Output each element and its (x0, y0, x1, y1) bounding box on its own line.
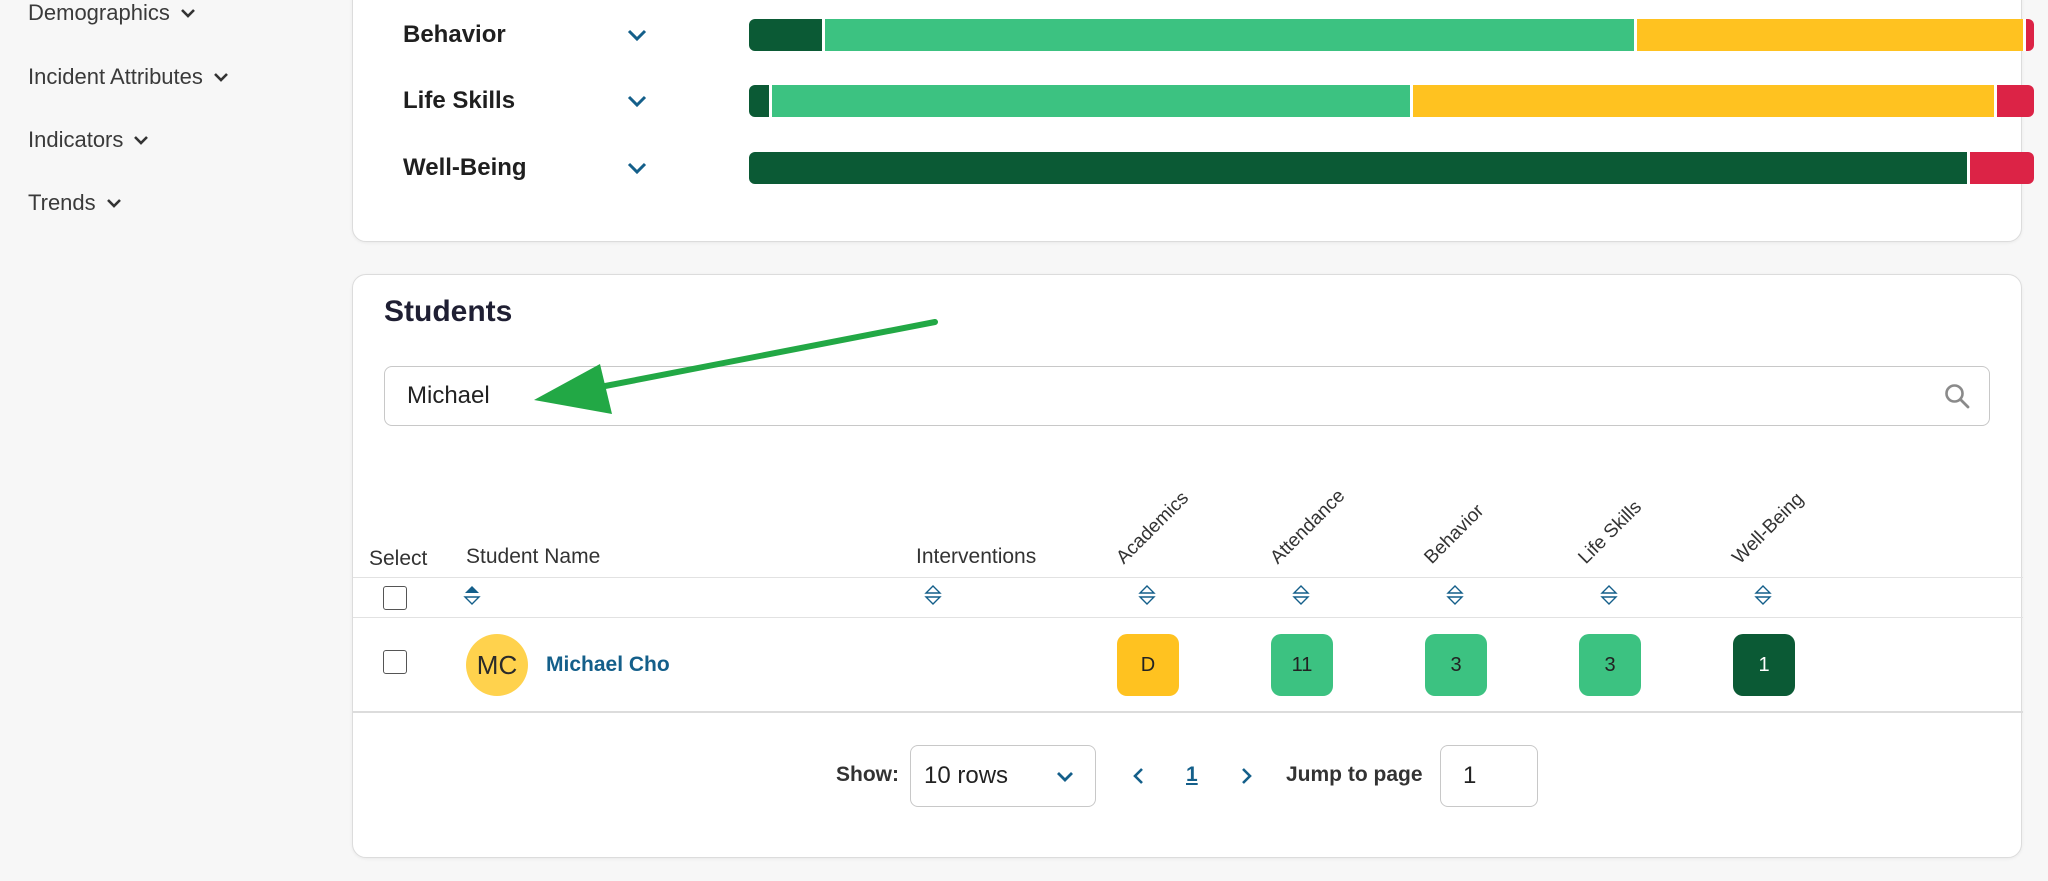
bar-segment (749, 152, 1967, 184)
column-header-student-name: Student Name (466, 545, 601, 568)
attendance-badge[interactable]: 11 (1271, 634, 1333, 696)
bar-segment (769, 85, 1411, 117)
sort-icon[interactable] (1754, 584, 1772, 606)
sort-icon[interactable] (1600, 584, 1618, 606)
page-number-current[interactable]: 1 (1186, 763, 1198, 786)
academics-badge[interactable]: D (1117, 634, 1179, 696)
search-icon[interactable] (1943, 382, 1971, 410)
sort-icon[interactable] (1292, 584, 1310, 606)
chevron-down-icon (180, 9, 195, 18)
bar-segment (821, 19, 1634, 51)
select-all-checkbox[interactable] (383, 586, 407, 610)
show-rows-label: Show: (836, 763, 899, 786)
students-card: Students Select Student Name Interventio… (352, 274, 2023, 858)
summary-row-life-skills: Life Skills (403, 85, 2034, 117)
chevron-down-icon (134, 136, 149, 145)
student-search (384, 366, 1990, 426)
header-divider (353, 577, 2023, 578)
students-title: Students (384, 295, 513, 328)
column-header-interventions: Interventions (916, 545, 1037, 568)
sort-ascending-icon[interactable] (463, 584, 481, 606)
academics-value: D (1140, 653, 1156, 676)
column-header-academics: Academics (1112, 487, 1193, 569)
chevron-down-icon[interactable] (623, 21, 651, 49)
bar-segment (1966, 152, 2034, 184)
behavior-value: 3 (1450, 653, 1462, 676)
column-header-behavior: Behavior (1420, 500, 1489, 569)
sidebar-item-demographics[interactable]: Demographics (28, 0, 198, 26)
life-skills-value: 3 (1604, 653, 1616, 676)
summary-card: Behavior Life Skills Well-Being (352, 0, 2034, 242)
bar-segment (749, 19, 822, 51)
row-divider (353, 617, 2023, 618)
chevron-down-icon (213, 73, 228, 82)
table-footer-divider (353, 711, 2023, 713)
bar-segment (1633, 19, 2024, 51)
student-name-link[interactable]: Michael Cho (546, 653, 670, 676)
summary-row-well-being: Well-Being (403, 152, 2034, 184)
column-header-attendance: Attendance (1266, 485, 1350, 569)
summary-row-label: Well-Being (403, 154, 527, 181)
avatar-initials: MC (476, 649, 518, 680)
well-being-badge[interactable]: 1 (1733, 634, 1795, 696)
avatar: MC (466, 634, 528, 696)
summary-row-label: Life Skills (403, 87, 516, 114)
sort-icon[interactable] (1138, 584, 1156, 606)
jump-to-page-label: Jump to page (1286, 763, 1423, 786)
sidebar-item-indicators[interactable]: Indicators (28, 127, 151, 153)
stacked-bar (749, 19, 2034, 51)
search-input[interactable] (407, 367, 1907, 424)
previous-page-button[interactable] (1128, 765, 1150, 787)
stacked-bar (749, 85, 2034, 117)
jump-to-page-input[interactable] (1440, 745, 1538, 807)
behavior-badge[interactable]: 3 (1425, 634, 1487, 696)
sidebar: Demographics Incident Attributes Indicat… (0, 0, 340, 881)
row-select-checkbox[interactable] (383, 650, 407, 674)
stacked-bar (749, 152, 2034, 184)
rows-per-page-value: 10 rows (924, 762, 1009, 789)
chevron-down-icon[interactable] (623, 154, 651, 182)
bar-segment (2023, 19, 2034, 51)
life-skills-badge[interactable]: 3 (1579, 634, 1641, 696)
next-page-button[interactable] (1235, 765, 1257, 787)
sort-icon[interactable] (924, 584, 942, 606)
attendance-value: 11 (1291, 653, 1313, 676)
column-header-life-skills: Life Skills (1574, 496, 1647, 569)
well-being-value: 1 (1758, 653, 1770, 676)
column-header-well-being: Well-Being (1728, 488, 1809, 569)
sidebar-item-label: Indicators (28, 127, 124, 152)
chevron-down-icon (1057, 772, 1073, 782)
sidebar-item-incident-attributes[interactable]: Incident Attributes (28, 64, 231, 90)
sidebar-item-label: Incident Attributes (28, 64, 203, 89)
sidebar-item-trends[interactable]: Trends (28, 190, 124, 216)
sidebar-item-label: Demographics (28, 0, 170, 25)
bar-segment (1994, 85, 2034, 117)
summary-row-behavior: Behavior (403, 19, 2034, 51)
sort-icon[interactable] (1446, 584, 1464, 606)
bar-segment (749, 85, 770, 117)
chevron-down-icon[interactable] (623, 87, 651, 115)
summary-row-label: Behavior (403, 21, 506, 48)
bar-segment (1410, 85, 1994, 117)
sidebar-item-label: Trends (28, 190, 96, 215)
column-header-select: Select (369, 547, 428, 570)
rows-per-page-select[interactable]: 10 rows (910, 745, 1096, 807)
chevron-down-icon (106, 199, 121, 208)
